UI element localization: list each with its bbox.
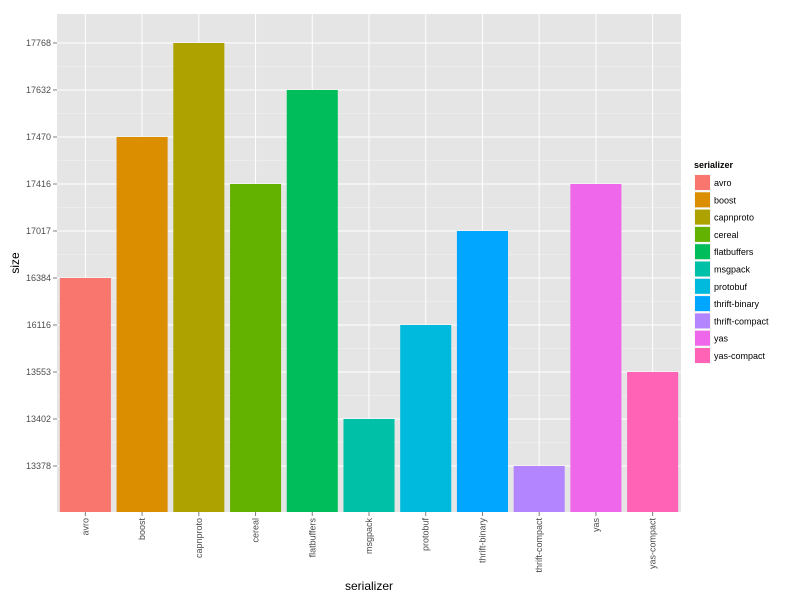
y-tick-label: 17416 [26, 179, 51, 189]
legend-label: boost [714, 195, 737, 205]
legend-swatch-boost [695, 192, 710, 208]
bar-capnproto [173, 43, 225, 512]
x-tick-label: msgpack [364, 518, 374, 555]
legend-label: msgpack [714, 265, 751, 275]
bar-yas-compact [627, 372, 679, 512]
legend-label: avro [714, 178, 732, 188]
legend-label: capnproto [714, 213, 754, 223]
y-tick-label: 17470 [26, 132, 51, 142]
legend-label: thrift-compact [714, 316, 769, 326]
bar-yas [570, 184, 622, 512]
legend-label: cereal [714, 230, 739, 240]
y-axis-ticks: 13378 13402 13553 16116 16384 17017 17416 17470… [26, 38, 57, 471]
y-tick-label: 13378 [26, 461, 51, 471]
y-tick-label: 16116 [27, 320, 51, 330]
y-tick-label: 13553 [26, 367, 51, 377]
bar-boost [116, 137, 168, 512]
y-tick-label: 17017 [26, 226, 51, 236]
legend-swatch-msgpack [695, 261, 710, 277]
bar-protobuf [400, 325, 452, 512]
legend-title: serializer [694, 160, 734, 170]
x-axis-title: serializer [345, 579, 393, 593]
legend-label: thrift-binary [714, 299, 760, 309]
bar-avro [59, 278, 111, 512]
bar-thrift-binary [456, 231, 508, 512]
x-tick-label: thrift-compact [534, 518, 544, 573]
x-tick-label: protobuf [421, 518, 431, 552]
x-tick-label: thrift-binary [477, 518, 487, 564]
x-tick-label: capnproto [194, 518, 204, 558]
legend-label: protobuf [714, 282, 748, 292]
x-tick-label: flatbuffers [307, 518, 317, 558]
legend-swatch-yas [695, 330, 710, 346]
x-tick-label: cereal [251, 518, 261, 543]
legend-swatch-flatbuffers [695, 244, 710, 260]
legend-swatch-yas-compact [695, 348, 710, 363]
bar-thrift-compact [513, 466, 565, 512]
legend-swatch-capnproto [695, 209, 710, 225]
legend-label: yas-compact [714, 351, 766, 361]
bar-cereal [230, 184, 282, 512]
legend-label: flatbuffers [714, 247, 754, 257]
legend-swatch-thrift-compact [695, 313, 710, 329]
legend-swatch-cereal [695, 226, 710, 242]
legend-swatch-thrift-binary [695, 296, 710, 312]
x-tick-label: boost [137, 518, 147, 541]
bar-msgpack [343, 419, 395, 512]
y-tick-label: 13402 [26, 414, 51, 424]
x-axis-ticks: avro boost capnproto cereal flatbuffers msgpa… [80, 512, 658, 573]
y-axis-title: size [8, 252, 22, 274]
x-tick-label: yas-compact [648, 518, 658, 570]
legend-items: avro boost capnproto cereal flatbuffers msgpa… [693, 173, 769, 365]
legend-swatch-protobuf [695, 278, 710, 294]
bars [59, 43, 679, 512]
bar-flatbuffers [286, 90, 338, 512]
y-tick-label: 17768 [26, 38, 51, 48]
legend-label: yas [714, 334, 729, 344]
x-tick-label: avro [80, 518, 90, 536]
y-tick-label: 17632 [26, 85, 51, 95]
x-tick-label: yas [591, 518, 601, 533]
legend-swatch-avro [695, 175, 710, 190]
y-tick-label: 16384 [26, 273, 51, 283]
legend: serializer avro boost capnproto cereal flatb… [693, 160, 769, 365]
